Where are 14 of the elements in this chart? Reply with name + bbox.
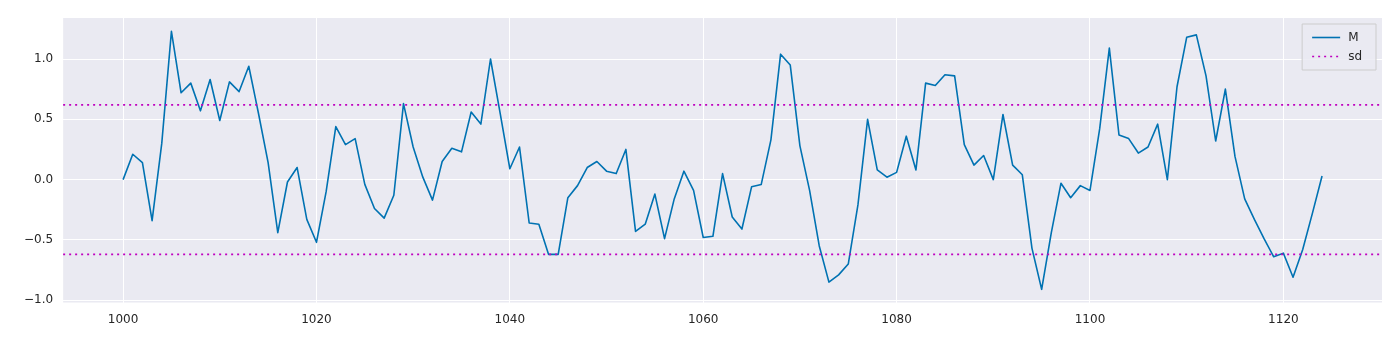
x-tick-label: 1080 [881, 311, 912, 326]
x-tick-label: 1000 [107, 311, 139, 326]
y-tick-label: −0.5 [24, 232, 54, 247]
y-tick-label: 0.0 [34, 171, 54, 186]
y-tick-label: 1.0 [34, 51, 54, 66]
y-tick-label: 0.5 [34, 111, 54, 126]
legend-label: sd [1348, 48, 1363, 63]
x-tick-label: 1120 [1268, 311, 1299, 326]
legend-label: M [1348, 29, 1359, 44]
y-tick-label: −1.0 [24, 292, 54, 307]
x-tick-label: 1100 [1074, 311, 1106, 326]
x-tick-label: 1040 [494, 311, 526, 326]
x-tick-label: 1060 [687, 311, 719, 326]
x-tick-label: 1020 [301, 311, 332, 326]
